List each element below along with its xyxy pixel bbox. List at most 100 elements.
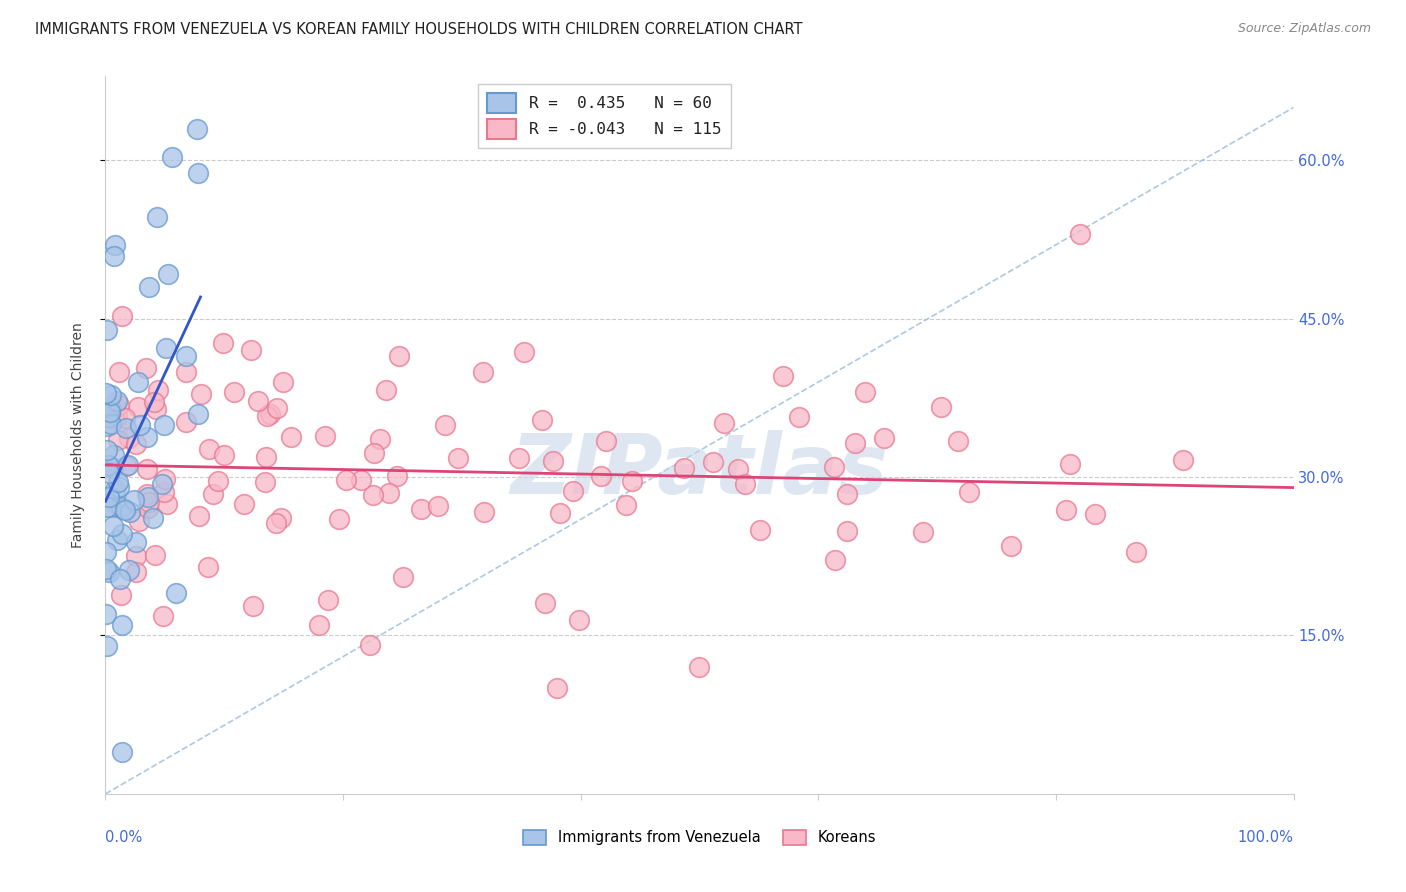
Point: [844, 436, 866, 450]
Point: [772, 369, 794, 384]
Point: [107, 433, 129, 447]
Point: [97, 409, 120, 424]
Point: [1125, 545, 1147, 559]
Point: [152, 417, 174, 432]
Point: [374, 383, 396, 397]
Point: [103, 412, 125, 426]
Point: [104, 400, 127, 414]
Point: [1084, 507, 1107, 521]
Point: [186, 121, 208, 136]
Point: [104, 483, 127, 497]
Point: [96, 418, 118, 433]
Point: [103, 448, 125, 462]
Point: [122, 493, 145, 508]
Point: [117, 458, 139, 472]
Point: [111, 309, 134, 323]
Point: [127, 375, 149, 389]
Point: [94, 562, 117, 576]
Point: [1059, 457, 1081, 471]
Point: [155, 342, 177, 356]
Point: [530, 412, 553, 426]
Point: [548, 506, 571, 520]
Point: [174, 415, 197, 429]
Point: [100, 407, 122, 421]
Point: [385, 469, 408, 483]
Point: [135, 429, 157, 443]
Point: [259, 407, 281, 421]
Point: [125, 534, 148, 549]
Point: [190, 387, 212, 401]
Point: [912, 524, 935, 539]
Point: [392, 570, 415, 584]
Legend: Immigrants from Venezuela, Koreans: Immigrants from Venezuela, Koreans: [517, 824, 882, 851]
Text: 0.0%: 0.0%: [105, 830, 142, 845]
Point: [187, 508, 209, 523]
Point: [136, 501, 159, 516]
Point: [434, 417, 457, 432]
Point: [734, 476, 756, 491]
Point: [96, 442, 118, 457]
Point: [247, 394, 270, 409]
Text: Source: ZipAtlas.com: Source: ZipAtlas.com: [1237, 22, 1371, 36]
Point: [114, 420, 136, 434]
Point: [314, 429, 336, 443]
Point: [98, 565, 121, 579]
Point: [568, 613, 591, 627]
Point: [328, 511, 350, 525]
Point: [447, 450, 470, 465]
Point: [270, 511, 292, 525]
Point: [127, 400, 149, 414]
Point: [150, 477, 173, 491]
Point: [152, 485, 174, 500]
Point: [107, 398, 129, 412]
Point: [124, 549, 146, 563]
Point: [242, 599, 264, 613]
Point: [1171, 452, 1194, 467]
Point: [1000, 539, 1022, 553]
Point: [128, 514, 150, 528]
Point: [789, 409, 811, 424]
Point: [713, 416, 735, 430]
Point: [112, 502, 135, 516]
Point: [101, 461, 124, 475]
Point: [156, 497, 179, 511]
Point: [211, 335, 233, 350]
Point: [115, 459, 138, 474]
Point: [96, 500, 118, 514]
Point: [948, 434, 970, 449]
Point: [118, 431, 141, 445]
Point: [100, 417, 122, 432]
Point: [472, 505, 495, 519]
Point: [107, 475, 129, 489]
Point: [108, 480, 131, 494]
Point: [280, 430, 302, 444]
Point: [94, 386, 117, 401]
Point: [160, 151, 183, 165]
Point: [96, 607, 118, 622]
Point: [1054, 503, 1077, 517]
Point: [823, 460, 845, 475]
Point: [110, 500, 132, 515]
Point: [201, 487, 224, 501]
Point: [508, 450, 530, 465]
Point: [749, 523, 772, 537]
Point: [100, 500, 122, 514]
Point: [105, 533, 128, 547]
Point: [98, 491, 121, 505]
Point: [108, 365, 131, 379]
Point: [363, 446, 385, 460]
Point: [120, 505, 142, 519]
Point: [96, 639, 118, 653]
Point: [316, 593, 339, 607]
Point: [105, 394, 128, 409]
Point: [702, 455, 724, 469]
Point: [614, 498, 637, 512]
Point: [135, 462, 157, 476]
Point: [135, 361, 157, 376]
Point: [129, 417, 152, 432]
Point: [264, 516, 287, 530]
Point: [142, 511, 165, 525]
Point: [513, 344, 536, 359]
Point: [378, 486, 401, 500]
Point: [96, 323, 118, 337]
